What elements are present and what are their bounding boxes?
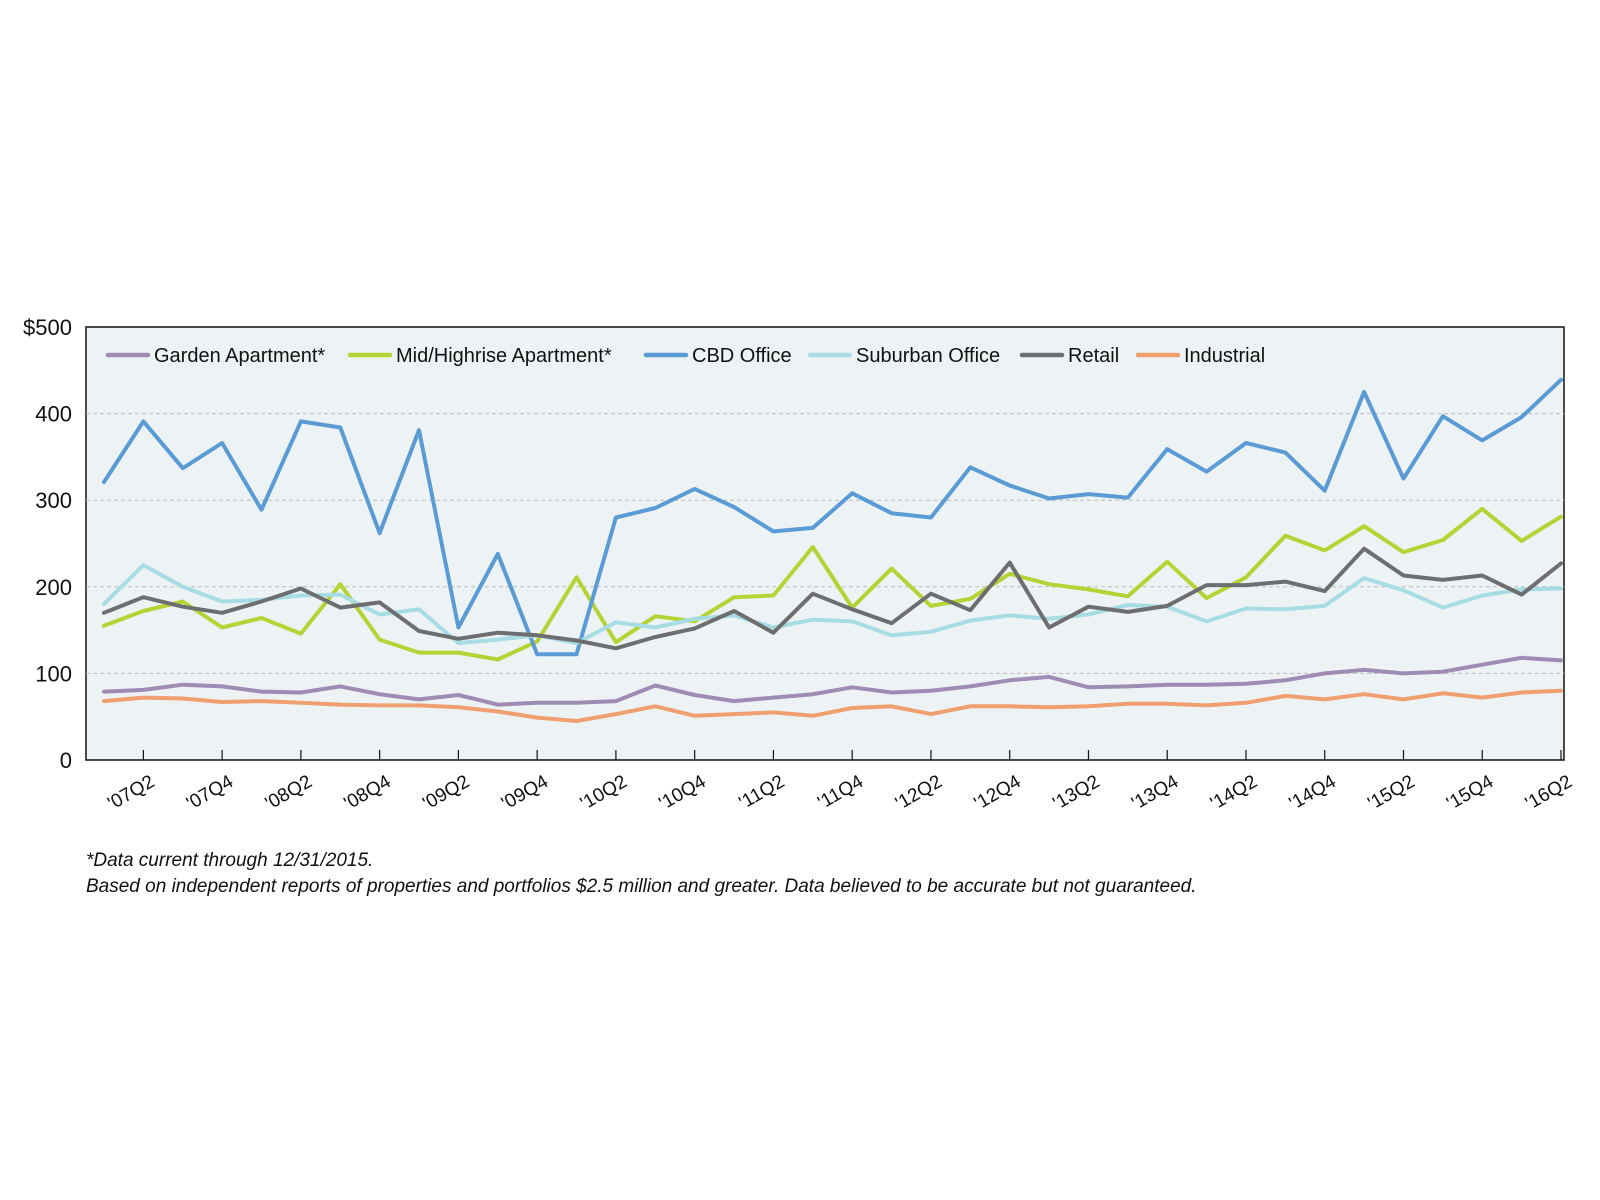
x-tick-label: '08Q4 [341,771,395,814]
footnote-data-current: *Data current through 12/31/2015. [86,850,374,871]
legend-item-garden-apartment: Garden Apartment* [105,345,325,367]
legend-item-mid-highrise-apartment: Mid/Highrise Apartment* [347,345,612,367]
series-lines [102,377,1563,723]
x-tick-label: '08Q2 [262,771,316,814]
x-tick-label: '11Q2 [736,771,789,814]
x-tick-label: '16Q2 [1522,771,1576,814]
legend-label: Garden Apartment* [154,345,325,367]
x-tick-label: '14Q4 [1286,771,1340,814]
legend-label: Retail [1068,345,1119,367]
x-tick-label: '07Q4 [183,771,237,814]
y-tick-label: $500 [23,315,72,340]
series-line-suburban-office [102,563,1563,646]
series-line-cbd-office [102,377,1563,657]
series-line-garden-apartment [102,655,1563,707]
x-tick-label: '10Q2 [577,771,631,814]
plot-area [85,326,1565,761]
legend-item-cbd-office: CBD Office [643,345,792,367]
series-line-mid-highrise-apartment [102,506,1563,662]
x-tick-label: '13Q2 [1049,771,1103,814]
x-tick-label: '09Q4 [498,771,552,814]
legend-label: Suburban Office [856,345,1000,367]
x-tick-label: '11Q4 [814,771,867,814]
series-line-industrial [102,688,1563,723]
legend-item-industrial: Industrial [1135,345,1265,367]
x-tick-label: '15Q4 [1443,771,1497,814]
legend-item-retail: Retail [1019,345,1119,367]
y-axis: 0 100 200 300 400 $500 [23,315,72,773]
legend-item-suburban-office: Suburban Office [807,345,1000,367]
x-tick-label: '15Q2 [1364,771,1418,814]
x-tick-label: '13Q4 [1128,771,1182,814]
y-tick-label: 0 [60,748,72,773]
gridlines [86,413,1564,674]
footnote-source: Based on independent reports of properti… [86,876,1197,897]
x-tick-label: '12Q2 [892,771,946,814]
x-tick-label: '07Q2 [104,771,158,814]
legend: Garden Apartment* Mid/Highrise Apartment*… [105,345,1265,367]
x-tick-label: '12Q4 [971,771,1025,814]
x-tick-label: '14Q2 [1207,771,1261,814]
legend-label: Industrial [1184,345,1265,367]
series-line-retail [102,546,1563,651]
y-tick-label: 200 [35,575,72,600]
x-tick-label: '09Q2 [419,771,473,814]
y-tick-label: 100 [35,661,72,686]
legend-label: CBD Office [692,345,792,367]
x-tick-label: '10Q4 [656,771,710,814]
legend-label: Mid/Highrise Apartment* [396,345,612,367]
y-tick-label: 300 [35,488,72,513]
y-tick-label: 400 [35,402,72,427]
